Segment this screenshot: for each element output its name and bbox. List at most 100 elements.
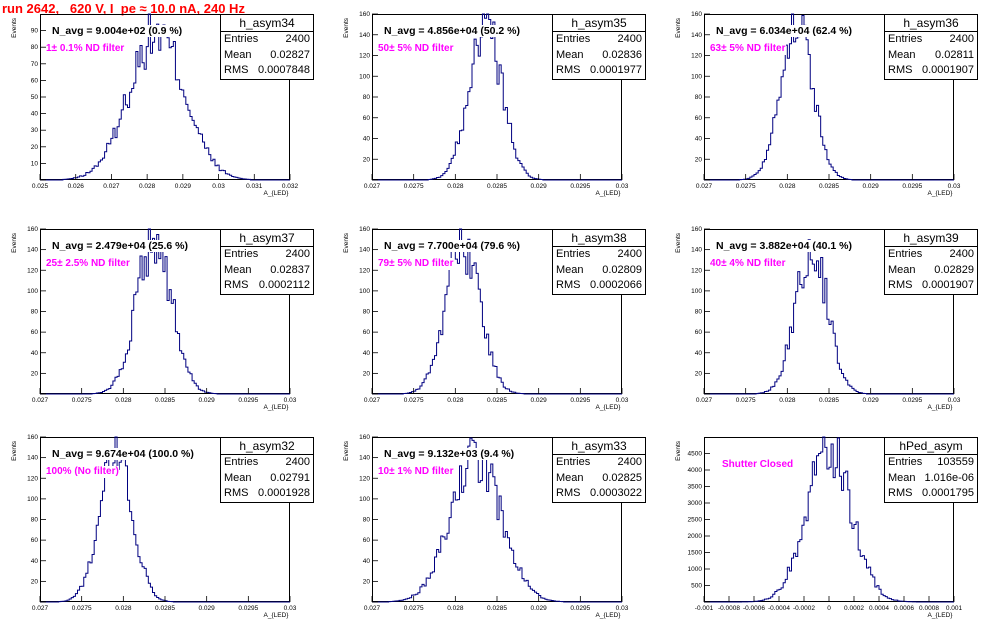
y-tick-label: 50 xyxy=(31,94,39,101)
filter-label: 50± 5% ND filter xyxy=(378,43,454,55)
y-tick-label: 1000 xyxy=(688,566,703,573)
y-tick-label: 60 xyxy=(363,329,371,336)
stats-box-title: h_asym39 xyxy=(885,230,977,247)
stat-entries-label: Entries xyxy=(224,33,259,45)
filter-label: 79± 5% ND filter xyxy=(378,258,454,270)
x-tick-label: 0.0285 xyxy=(155,397,175,404)
x-tick-label: 0.0004 xyxy=(869,605,889,612)
stat-rms-value: 0.0002112 xyxy=(258,279,310,291)
stats-box-title: hPed_asym xyxy=(885,438,977,455)
stat-rms-value: 0.0003022 xyxy=(590,487,642,499)
stat-rms: RMS 0.0003022 xyxy=(553,486,645,502)
stat-mean: Mean 0.02825 xyxy=(553,471,645,487)
y-tick-label: 160 xyxy=(359,434,370,441)
stat-entries-label: Entries xyxy=(224,248,259,260)
histogram-line xyxy=(704,436,954,603)
y-tick-label: 3500 xyxy=(688,484,703,491)
stat-rms-value: 0.0001928 xyxy=(258,487,310,499)
stat-mean-value: 0.02836 xyxy=(602,48,642,61)
stat-rms-value: 0.0001977 xyxy=(590,64,642,76)
histogram-plot: 0.027 0.0275 0.028 0.0285 0.029 0.0295 0.03 20 4… xyxy=(343,226,629,411)
stats-box: h_asym35 Entries 2400 Mean 0.02836 RMS 0.00019… xyxy=(552,14,646,80)
x-tick-label: 0.029 xyxy=(863,183,880,190)
x-axis-label: A_{LED} xyxy=(264,404,290,411)
y-tick-label: 20 xyxy=(31,578,39,585)
stat-entries-value: 2400 xyxy=(617,33,642,45)
x-tick-label: 0.0285 xyxy=(155,605,175,612)
y-tick-label: 40 xyxy=(31,111,39,118)
stat-mean-value: 0.02811 xyxy=(935,48,974,61)
stat-rms-value: 0.0001795 xyxy=(922,487,974,499)
y-tick-label: 2000 xyxy=(688,533,703,540)
stat-mean-label: Mean xyxy=(888,263,916,276)
y-tick-label: 60 xyxy=(695,329,703,336)
x-tick-label: 0.029 xyxy=(863,397,880,404)
n-avg-label: N_avg = 4.856e+04 (50.2 %) xyxy=(384,25,521,37)
x-tick-label: 0.0275 xyxy=(404,605,424,612)
x-tick-label: 0.0295 xyxy=(238,605,258,612)
y-tick-label: 100 xyxy=(691,288,702,295)
x-tick-label: 0.028 xyxy=(447,183,464,190)
y-tick-label: 160 xyxy=(27,226,38,233)
run-title: run 2642, 620 V, I_pe ≈ 10.0 nA, 240 Hz xyxy=(2,1,245,16)
y-tick-label: 100 xyxy=(359,288,370,295)
stat-rms-label: RMS xyxy=(224,487,249,499)
n-avg-label: N_avg = 3.882e+04 (40.1 %) xyxy=(716,240,853,252)
histogram-line xyxy=(40,13,290,181)
x-tick-label: 0.029 xyxy=(199,605,216,612)
y-tick-label: 140 xyxy=(359,247,370,254)
x-tick-label: 0.03 xyxy=(616,605,629,612)
stat-rms-label: RMS xyxy=(888,487,913,499)
x-tick-label: 0.027 xyxy=(32,397,49,404)
stat-entries: Entries 2400 xyxy=(221,32,313,48)
y-tick-label: 20 xyxy=(695,156,703,163)
stat-entries-label: Entries xyxy=(224,456,259,468)
y-tick-label: 60 xyxy=(31,537,39,544)
stat-entries: Entries 2400 xyxy=(221,455,313,471)
histogram-panel-h_asym32: 0.027 0.0275 0.028 0.0285 0.029 0.0295 0.03 20 4… xyxy=(11,434,314,619)
x-tick-label: 0.03 xyxy=(284,605,297,612)
stat-mean-label: Mean xyxy=(224,471,252,484)
x-tick-label: 0.029 xyxy=(199,397,216,404)
x-tick-label: 0.0275 xyxy=(72,397,92,404)
stats-box-title: h_asym34 xyxy=(221,15,313,32)
y-tick-label: 140 xyxy=(691,32,702,39)
y-tick-label: 120 xyxy=(359,53,370,60)
stat-rms-label: RMS xyxy=(556,279,581,291)
stat-mean: Mean 0.02811 xyxy=(885,48,977,64)
y-tick-label: 40 xyxy=(363,558,371,565)
stats-box: h_asym39 Entries 2400 Mean 0.02829 RMS 0.00019… xyxy=(884,229,978,295)
histogram-plot: 0.025 0.026 0.027 0.028 0.029 0.03 0.031 0.032 1… xyxy=(11,13,299,197)
x-tick-label: 0.0275 xyxy=(404,397,424,404)
stat-mean-value: 1.016e-06 xyxy=(924,471,974,484)
histogram-plot: 0.027 0.0275 0.028 0.0285 0.029 0.0295 0.03 20 4… xyxy=(343,434,629,619)
stat-entries: Entries 2400 xyxy=(885,32,977,48)
stat-entries-value: 103559 xyxy=(937,456,974,468)
x-tick-label: 0.0295 xyxy=(570,397,590,404)
n-avg-label: N_avg = 9.004e+02 (0.9 %) xyxy=(52,25,183,37)
x-tick-label: 0.029 xyxy=(531,183,548,190)
stat-mean-label: Mean xyxy=(224,48,252,61)
stats-box-title: h_asym36 xyxy=(885,15,977,32)
x-tick-label: 0.028 xyxy=(447,605,464,612)
x-tick-label: 0.0275 xyxy=(736,397,756,404)
stat-entries-value: 2400 xyxy=(285,33,310,45)
stats-box: h_asym36 Entries 2400 Mean 0.02811 RMS 0.00019… xyxy=(884,14,978,80)
filter-label: 25± 2.5% ND filter xyxy=(46,258,130,270)
y-tick-label: 40 xyxy=(363,350,371,357)
x-axis-label: A_{LED} xyxy=(928,612,954,619)
histogram-line xyxy=(40,436,290,603)
y-axis-label: Events xyxy=(675,17,682,38)
x-tick-label: 0.028 xyxy=(779,397,796,404)
x-tick-label: 0.029 xyxy=(531,397,548,404)
x-tick-label: 0.027 xyxy=(364,605,381,612)
histogram-plot: 0.027 0.0275 0.028 0.0285 0.029 0.0295 0.03 20 4… xyxy=(343,11,629,197)
x-tick-label: 0.0285 xyxy=(487,397,507,404)
stat-mean-value: 0.02825 xyxy=(602,471,642,484)
filter-label: 1± 0.1% ND filter xyxy=(46,43,125,55)
y-tick-label: 80 xyxy=(695,309,703,316)
y-axis-label: Events xyxy=(11,17,18,38)
y-axis-label: Events xyxy=(343,17,350,38)
stats-box: hPed_asym Entries 103559 Mean 1.016e-06 RMS 0.… xyxy=(884,437,978,503)
y-axis-label: Events xyxy=(675,440,682,461)
